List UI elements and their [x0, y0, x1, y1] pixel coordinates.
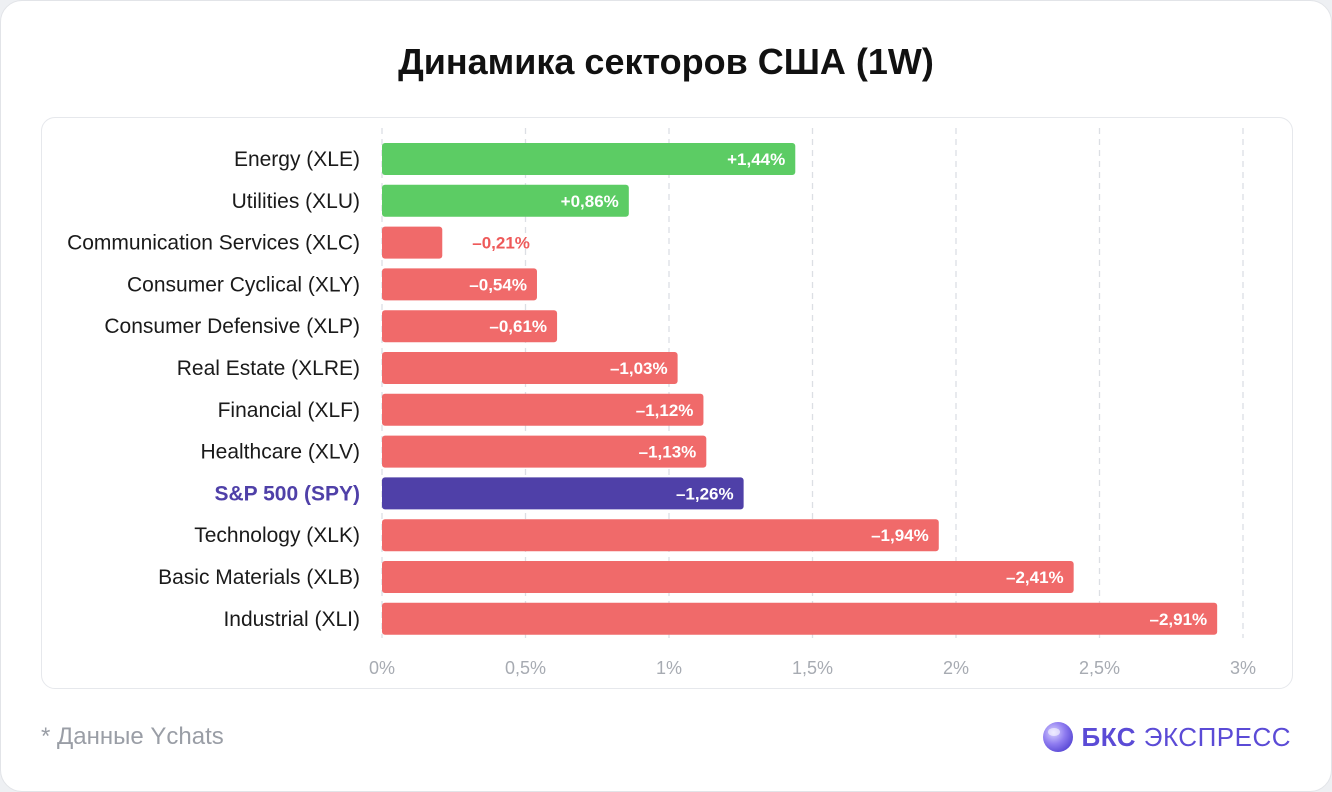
- category-label: Financial (XLF): [218, 399, 360, 422]
- data-label: –1,26%: [676, 484, 734, 503]
- bar: [382, 435, 707, 468]
- brand-name: БКС ЭКСПРЕСС: [1082, 722, 1291, 753]
- category-label: S&P 500 (SPY): [214, 482, 360, 505]
- source-footnote: * Данные Ychats: [41, 723, 224, 750]
- data-label: –0,21%: [472, 234, 530, 253]
- category-label: Consumer Defensive (XLP): [104, 315, 360, 338]
- data-label: –0,54%: [469, 275, 527, 294]
- x-tick-label: 1%: [656, 658, 682, 678]
- data-label: –1,94%: [871, 526, 929, 545]
- data-label: –1,03%: [610, 359, 668, 378]
- x-tick-label: 2%: [943, 658, 969, 678]
- bar: [382, 226, 443, 259]
- data-label: +0,86%: [561, 192, 619, 211]
- x-tick-label: 0%: [369, 658, 395, 678]
- brand-name-light: ЭКСПРЕСС: [1143, 721, 1291, 752]
- data-label: –2,91%: [1149, 610, 1207, 629]
- bar: [382, 561, 1074, 593]
- bar: [382, 602, 1218, 635]
- x-tick-label: 2,5%: [1079, 658, 1120, 678]
- category-label: Communication Services (XLC): [67, 232, 360, 255]
- brand-name-bold: БКС: [1081, 721, 1137, 752]
- data-label: –2,41%: [1006, 568, 1064, 587]
- category-label: Utilities (XLU): [232, 190, 360, 213]
- category-label: Energy (XLE): [234, 148, 360, 171]
- category-label: Basic Materials (XLB): [158, 566, 360, 589]
- bar: [382, 184, 629, 217]
- category-label: Healthcare (XLV): [200, 441, 360, 464]
- bar: [382, 143, 796, 175]
- data-label: –0,61%: [489, 317, 547, 336]
- data-label: –1,12%: [636, 401, 694, 420]
- chart-panel: 0% 0,5% 1% 1,5% 2% 2,5% 3% Energy (XLE) +1,44% Ut…: [41, 117, 1293, 689]
- brand-logo: БКС ЭКСПРЕСС: [1042, 717, 1291, 757]
- category-label: Real Estate (XLRE): [177, 357, 360, 380]
- x-tick-label: 1,5%: [792, 658, 833, 678]
- chart-title: Динамика секторов США (1W): [398, 41, 934, 82]
- bar: [382, 352, 678, 384]
- bks-sphere-icon: [1042, 722, 1073, 752]
- x-tick-label: 0,5%: [505, 658, 546, 678]
- bar: [382, 310, 558, 343]
- bar: [382, 268, 537, 301]
- category-label: Technology (XLK): [194, 524, 360, 547]
- category-label: Consumer Cyclical (XLY): [127, 273, 360, 296]
- bar-chart: 0% 0,5% 1% 1,5% 2% 2,5% 3% Energy (XLE) +1,44% Ut…: [67, 128, 1256, 678]
- x-tick-label: 3%: [1230, 658, 1256, 678]
- bar: [382, 519, 939, 552]
- data-label: –1,13%: [639, 443, 697, 462]
- category-label: Industrial (XLI): [223, 608, 360, 631]
- bar: [382, 477, 744, 510]
- data-label: +1,44%: [727, 150, 785, 169]
- bar: [382, 393, 704, 426]
